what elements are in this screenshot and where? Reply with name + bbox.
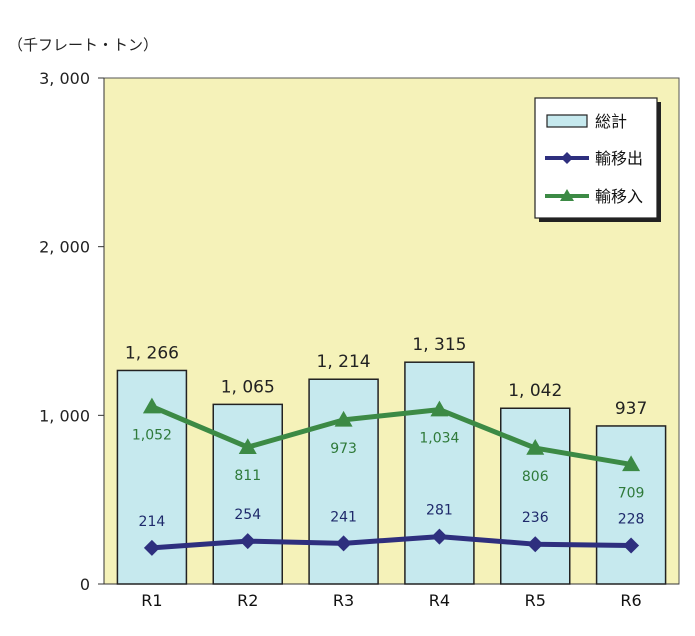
legend-label-total: 総計 — [595, 112, 627, 131]
bar-value-label: 937 — [615, 399, 647, 419]
export-value-label: 241 — [330, 509, 357, 525]
import-value-label: 1,034 — [419, 431, 459, 447]
bar — [595, 425, 667, 585]
x-tick-label: R3 — [333, 591, 354, 610]
axes: 0 1, 000 2, 000 3, 000 R1 R2 R3 R4 R5 R6 — [39, 69, 679, 610]
lines — [142, 397, 641, 556]
x-tick-label: R4 — [429, 591, 450, 610]
legend-label-export: 輸移出 — [595, 149, 643, 168]
import-marker — [430, 400, 449, 417]
import-marker — [142, 397, 161, 414]
y-tick-label: 1, 000 — [39, 406, 90, 425]
y-tick-label: 2, 000 — [39, 238, 90, 257]
export-marker — [527, 536, 544, 553]
import-marker — [334, 410, 353, 427]
x-tick-label: R1 — [141, 591, 162, 610]
export-value-label: 281 — [426, 503, 453, 519]
y-tick-label: 3, 000 — [39, 69, 90, 88]
import-marker — [526, 439, 545, 455]
bar-value-label: 1, 315 — [412, 335, 466, 355]
import-value-label: 811 — [234, 468, 261, 484]
import-value-label: 1,052 — [132, 428, 172, 444]
export-marker — [431, 528, 448, 545]
bar-value-label: 1, 042 — [508, 381, 562, 401]
bar-value-label: 1, 266 — [125, 343, 179, 363]
import-marker — [622, 455, 641, 472]
export-value-label: 228 — [618, 512, 645, 528]
legend-marker-export — [561, 152, 573, 164]
export-marker — [143, 539, 160, 556]
bar-value-label: 1, 065 — [221, 377, 275, 397]
import-value-label: 806 — [522, 469, 549, 485]
import-value-label: 709 — [618, 485, 645, 501]
legend-marker-import — [560, 189, 574, 201]
export-line — [151, 534, 632, 551]
bar — [500, 407, 571, 585]
export-value-label: 254 — [234, 507, 261, 523]
export-marker — [239, 533, 256, 550]
import-marker — [238, 438, 257, 454]
import-value-label: 973 — [330, 441, 357, 457]
bar — [308, 378, 379, 585]
export-marker — [623, 537, 640, 554]
export-value-label: 214 — [139, 514, 166, 530]
x-tick-label: R6 — [620, 591, 641, 610]
bar — [212, 403, 283, 585]
x-tick-label: R2 — [237, 591, 258, 610]
export-value-label: 236 — [522, 510, 549, 526]
legend-swatch-total — [546, 114, 588, 128]
import-line — [150, 404, 632, 467]
unit-label: （千フレート・トン） — [8, 36, 159, 54]
legend-label-import: 輸移入 — [595, 187, 643, 206]
export-marker — [335, 535, 352, 552]
bar — [404, 361, 475, 585]
x-tick-label: R5 — [525, 591, 546, 610]
bar-value-label: 1, 214 — [317, 352, 371, 372]
data-labels: 1, 266 1, 065 1, 214 1, 315 1, 042 937 1,052 81… — [125, 335, 647, 530]
y-tick-label: 0 — [80, 575, 90, 594]
